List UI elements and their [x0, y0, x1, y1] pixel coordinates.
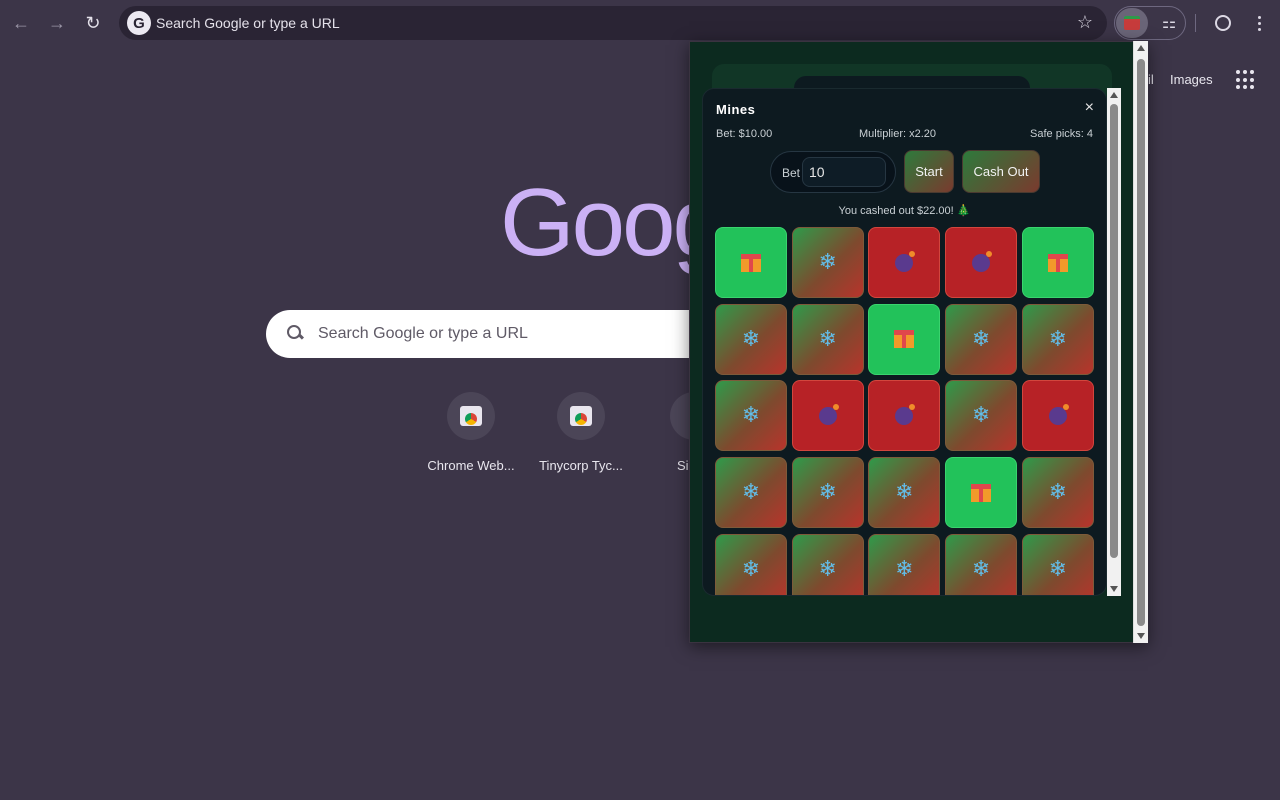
- snowflake-icon: ❄: [1048, 480, 1068, 506]
- mine-tile-snow[interactable]: ❄: [1021, 303, 1094, 375]
- gift-icon: [971, 483, 992, 502]
- bomb-icon: [818, 403, 839, 425]
- chrome-store-icon: [460, 406, 482, 426]
- images-link[interactable]: Images: [1170, 72, 1213, 87]
- mine-tile-snow[interactable]: ❄: [945, 303, 1018, 375]
- modal-scrollbar[interactable]: [1107, 88, 1121, 596]
- snowflake-icon: ❄: [1048, 326, 1068, 352]
- start-button[interactable]: Start: [904, 150, 954, 193]
- shortcut-label: Si: [677, 458, 689, 473]
- shortcut-third[interactable]: Si: [636, 392, 718, 473]
- extensions-puzzle-icon[interactable]: ⚏: [1161, 15, 1177, 32]
- cash-out-button[interactable]: Cash Out: [962, 150, 1040, 193]
- mines-extension-button[interactable]: [1116, 8, 1148, 38]
- snowflake-icon: ❄: [818, 250, 837, 275]
- shortcut-chrome-web-store[interactable]: Chrome Web...: [416, 392, 526, 473]
- snowflake-icon: ❄: [741, 480, 761, 506]
- mine-tile-gift[interactable]: [868, 303, 941, 375]
- back-button[interactable]: ←: [12, 12, 30, 33]
- mines-extension-icon: [1124, 16, 1140, 30]
- mine-tile-snow[interactable]: ❄: [791, 457, 864, 529]
- shortcut-label: Tinycorp Tyc...: [539, 458, 623, 473]
- chrome-store-icon: [570, 406, 592, 426]
- snowflake-icon: ❄: [818, 326, 837, 352]
- snowflake-icon: ❄: [895, 480, 914, 506]
- mine-tile-bomb[interactable]: [945, 227, 1018, 298]
- popup-scrollbar[interactable]: [1133, 41, 1148, 643]
- mine-tile-snow[interactable]: ❄: [715, 303, 787, 375]
- mines-modal: Mines × Bet: $10.00 Multiplier: x2.20 Sa…: [702, 88, 1107, 596]
- browser-toolbar: ← → ↻ G Search Google or type a URL ☆ ⚏: [0, 0, 1280, 46]
- bet-amount-text: Bet: $10.00: [716, 128, 773, 140]
- mine-tile-bomb[interactable]: [1021, 380, 1094, 452]
- forward-button[interactable]: →: [48, 12, 66, 33]
- snowflake-icon: ❄: [971, 403, 991, 429]
- omnibox[interactable]: G Search Google or type a URL ☆: [119, 6, 1107, 40]
- status-message: You cashed out $22.00! 🎄: [838, 205, 971, 217]
- mine-tile-snow[interactable]: ❄: [868, 457, 941, 529]
- snowflake-icon: ❄: [1048, 556, 1068, 582]
- snowflake-icon: ❄: [971, 326, 991, 352]
- bet-label: Bet: [782, 166, 801, 180]
- bomb-icon: [1048, 403, 1069, 425]
- toolbar-divider: [1195, 14, 1196, 32]
- mine-tile-gift[interactable]: [945, 457, 1018, 529]
- mine-tile-gift[interactable]: [1021, 227, 1094, 298]
- snowflake-icon: ❄: [818, 556, 837, 582]
- snowflake-icon: ❄: [741, 403, 761, 429]
- mine-tile-snow[interactable]: ❄: [1021, 533, 1094, 595]
- snowflake-icon: ❄: [971, 556, 991, 582]
- bomb-icon: [895, 250, 916, 272]
- search-icon: [286, 324, 304, 342]
- mine-tile-snow[interactable]: ❄: [868, 533, 941, 595]
- mine-tile-bomb[interactable]: [868, 380, 941, 452]
- mine-tile-snow[interactable]: ❄: [945, 533, 1018, 595]
- kebab-menu-icon[interactable]: [1246, 8, 1272, 38]
- bomb-icon: [972, 250, 993, 272]
- mine-tile-snow[interactable]: ❄: [791, 303, 864, 375]
- google-apps-icon[interactable]: [1236, 70, 1258, 90]
- bet-input[interactable]: [802, 157, 886, 187]
- bookmark-star-icon[interactable]: ☆: [1076, 12, 1093, 32]
- mine-tile-snow[interactable]: ❄: [1021, 457, 1094, 529]
- mine-tile-snow[interactable]: ❄: [715, 380, 787, 452]
- mines-title: Mines: [716, 102, 756, 117]
- popup-scroll-thumb[interactable]: [1137, 59, 1145, 626]
- snowflake-icon: ❄: [741, 326, 761, 352]
- gift-icon: [894, 330, 915, 349]
- shortcut-tinycorp[interactable]: Tinycorp Tyc...: [526, 392, 636, 473]
- snowflake-icon: ❄: [741, 556, 761, 582]
- modal-scroll-thumb[interactable]: [1110, 104, 1118, 558]
- mine-tile-bomb[interactable]: [868, 227, 941, 298]
- reload-button[interactable]: ↻: [85, 12, 101, 33]
- google-g-icon: G: [127, 11, 151, 35]
- google-logo: Goog: [500, 169, 726, 276]
- bomb-icon: [895, 403, 916, 425]
- snowflake-icon: ❄: [895, 556, 914, 582]
- mine-tile-snow[interactable]: ❄: [715, 533, 787, 595]
- gmail-link[interactable]: il: [1148, 72, 1154, 87]
- mine-tile-bomb[interactable]: [791, 380, 864, 452]
- profile-icon[interactable]: [1209, 8, 1237, 38]
- close-icon[interactable]: ×: [1084, 99, 1094, 116]
- ntp-search-placeholder: Search Google or type a URL: [318, 325, 528, 342]
- safe-picks-text: Safe picks: 4: [1030, 128, 1093, 140]
- mine-tile-snow[interactable]: ❄: [791, 533, 864, 595]
- shortcut-label: Chrome Web...: [427, 458, 515, 473]
- gift-icon: [1047, 253, 1068, 272]
- bet-group: Bet: [770, 151, 896, 193]
- snowflake-icon: ❄: [818, 480, 837, 506]
- gift-icon: [741, 253, 761, 272]
- extensions-group: [1114, 6, 1186, 40]
- multiplier-text: Multiplier: x2.20: [859, 128, 937, 140]
- mine-tile-snow[interactable]: ❄: [791, 227, 864, 298]
- mine-tile-snow[interactable]: ❄: [945, 380, 1018, 452]
- mine-tile-gift[interactable]: [715, 227, 787, 298]
- mine-tile-snow[interactable]: ❄: [715, 457, 787, 529]
- omnibox-text[interactable]: Search Google or type a URL: [156, 15, 340, 31]
